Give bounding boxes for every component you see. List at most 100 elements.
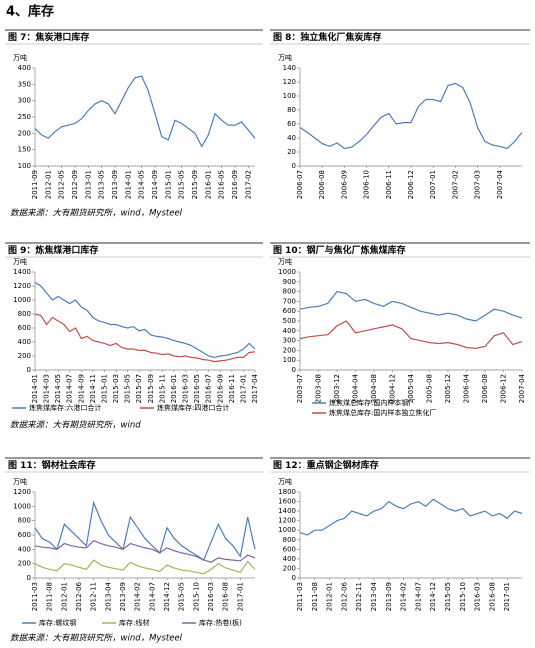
y-tick-label: 600 [18,531,31,539]
y-tick-label: 200 [283,346,296,354]
y-tick-label: 0 [292,366,296,374]
x-tick-label: 2013-04 [104,581,112,611]
x-tick-label: 2015-07 [135,374,143,403]
y-tick-label: 200 [18,560,31,568]
y-tick-label: 1400 [278,507,296,515]
x-tick-label: 2015-01 [164,170,172,199]
x-tick-label: 2012-06 [75,581,83,611]
legend-label: 库存:螺纹钢 [39,618,76,627]
y-tick-label: 400 [283,555,296,563]
x-tick-label: 2016-05 [218,170,226,199]
legend-label: 炼焦煤库存:六港口合计 [29,403,101,412]
x-tick-label: 2013-09 [385,582,393,611]
y-tick-label: 800 [283,536,296,544]
x-tick-label: 2014-02 [400,582,408,611]
y-tick-label: 600 [18,324,31,332]
y-tick-label: 800 [283,288,296,296]
y-axis-unit: 万吨 [278,53,292,62]
y-axis-unit: 万吨 [13,477,27,486]
x-tick-label: 2006-10 [363,170,371,199]
x-tick-label: 2014-11 [89,374,97,403]
x-tick-label: 2012-09 [71,170,79,199]
y-tick-label: 100 [283,356,296,364]
y-tick-label: 0 [292,574,296,582]
series-line [299,498,523,536]
x-tick-label: 2016-03 [207,582,215,611]
y-tick-label: 700 [283,297,296,305]
y-tick-label: 120 [283,78,296,86]
y-tick-label: 350 [18,80,31,88]
y-tick-label: 140 [283,64,296,72]
x-tick-label: 2016-11 [228,374,236,403]
x-tick-label: 2012-06 [340,581,348,611]
x-tick-label: 2015-05 [178,582,186,611]
x-tick-label: 2014-07 [66,374,74,403]
x-tick-label: 2004-12 [389,374,397,403]
x-tick-label: 2015-05 [444,582,452,611]
x-tick-label: 2011-08 [311,582,319,611]
x-tick-label: 2015-11 [158,374,166,403]
x-tick-label: 2016-03 [474,582,482,611]
y-tick-label: 500 [283,317,296,325]
x-tick-label: 2017-01 [503,582,511,611]
x-tick-label: 2014-12 [429,582,437,611]
y-tick-label: 200 [18,352,31,360]
y-tick-label: 400 [18,545,31,553]
x-tick-label: 2016-05 [193,374,201,403]
x-tick-label: 2016-01 [170,374,178,403]
chart-title: 图 10：钢厂与焦化厂炼焦煤库存 [273,244,406,256]
x-tick-label: 2017-04 [251,373,259,403]
x-tick-label: 2012-11 [90,582,98,611]
y-tick-label: 1000 [13,296,31,304]
y-axis-unit: 万吨 [278,257,292,266]
y-tick-label: 1800 [278,488,296,496]
y-tick-label: 800 [18,310,31,318]
y-tick-label: 60 [287,120,296,128]
y-tick-label: 1200 [13,282,31,290]
y-tick-label: 900 [283,278,296,286]
x-tick-label: 2015-05 [178,170,186,199]
x-tick-label: 2007-03 [474,170,482,199]
y-axis-unit: 万吨 [13,53,27,62]
x-tick-label: 2003-12 [333,374,341,403]
x-tick-label: 2015-05 [124,374,132,403]
x-tick-label: 2016-03 [182,374,190,403]
x-tick-label: 2006-08 [481,374,489,403]
x-tick-label: 2011-08 [46,582,54,611]
y-tick-label: 0 [292,162,296,170]
series-line [34,500,256,562]
y-tick-label: 600 [283,545,296,553]
x-tick-label: 2006-04 [463,373,471,403]
x-tick-label: 2014-07 [414,582,422,611]
y-tick-label: 1200 [278,517,296,525]
y-tick-label: 0 [27,574,31,582]
y-axis-unit: 万吨 [278,477,292,486]
y-tick-label: 20 [287,148,296,156]
x-tick-label: 2013-09 [119,582,127,611]
x-tick-label: 2014-09 [151,170,159,199]
series-line [34,539,256,563]
x-tick-label: 2013-04 [370,581,378,611]
x-tick-label: 2014-12 [163,582,171,611]
source-note: 数据来源：大有期货研究所，wind，Mysteel [10,633,183,644]
x-tick-label: 2014-09 [77,374,85,403]
y-tick-label: 1000 [278,526,296,534]
y-tick-label: 400 [18,338,31,346]
series-line [299,320,523,350]
x-tick-label: 2016-08 [222,582,230,611]
x-tick-label: 2011-03 [296,582,304,611]
x-tick-label: 2017-01 [239,374,247,403]
y-tick-label: 800 [18,517,31,525]
y-tick-label: 150 [18,146,31,154]
y-tick-label: 400 [18,64,31,72]
x-tick-label: 2015-03 [112,374,120,403]
x-tick-label: 2015-01 [100,374,108,403]
source-note: 数据来源：大有期货研究所，wind [10,420,141,431]
y-tick-label: 1200 [13,488,31,496]
x-tick-label: 2017-01 [236,582,244,611]
y-tick-label: 600 [283,307,296,315]
x-tick-label: 2012-01 [326,582,334,611]
x-tick-label: 2011-03 [31,582,39,611]
x-tick-label: 2005-12 [444,374,452,403]
x-tick-label: 2011-09 [31,170,39,199]
